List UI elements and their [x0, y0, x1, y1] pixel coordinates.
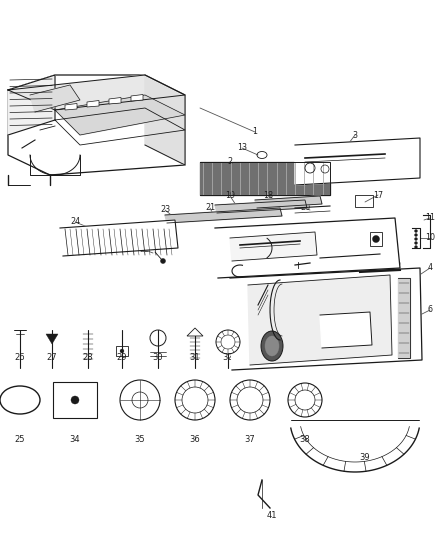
Polygon shape: [215, 200, 307, 213]
Polygon shape: [145, 75, 185, 165]
Text: 16: 16: [227, 266, 237, 276]
Polygon shape: [30, 85, 80, 112]
Circle shape: [372, 236, 379, 243]
Circle shape: [120, 349, 124, 353]
Polygon shape: [55, 95, 185, 135]
Polygon shape: [131, 94, 143, 101]
Polygon shape: [230, 232, 317, 261]
Text: 4: 4: [427, 263, 432, 272]
Circle shape: [414, 230, 417, 232]
Text: 36: 36: [190, 435, 200, 445]
Circle shape: [414, 233, 417, 237]
Text: 13: 13: [237, 143, 247, 152]
Text: 21: 21: [205, 204, 215, 213]
Polygon shape: [295, 138, 420, 185]
Polygon shape: [165, 208, 282, 223]
Text: 1: 1: [252, 127, 258, 136]
Text: 8: 8: [233, 301, 239, 310]
Text: 34: 34: [70, 435, 80, 445]
Text: 22: 22: [225, 244, 235, 253]
Text: 35: 35: [135, 435, 145, 445]
Polygon shape: [248, 275, 392, 365]
Text: 12: 12: [377, 223, 387, 232]
Circle shape: [414, 238, 417, 240]
Text: 17: 17: [373, 190, 383, 199]
Polygon shape: [187, 328, 203, 336]
Text: 14: 14: [387, 251, 397, 260]
Text: 32: 32: [223, 353, 233, 362]
Polygon shape: [255, 196, 322, 208]
Text: 39: 39: [360, 454, 370, 463]
Text: 28: 28: [83, 353, 93, 362]
Text: 10: 10: [425, 233, 435, 243]
Text: 20: 20: [300, 204, 310, 213]
Bar: [370, 232, 382, 246]
Text: 25: 25: [140, 246, 150, 254]
Text: 3: 3: [353, 131, 357, 140]
Polygon shape: [8, 75, 55, 135]
Text: 41: 41: [267, 511, 277, 520]
Text: 38: 38: [300, 435, 311, 445]
Polygon shape: [46, 334, 58, 344]
Circle shape: [414, 246, 417, 248]
Polygon shape: [8, 75, 185, 175]
Polygon shape: [230, 268, 422, 370]
Text: 31: 31: [190, 353, 200, 362]
Polygon shape: [215, 218, 400, 278]
Text: 15: 15: [305, 261, 315, 270]
Text: 29: 29: [117, 353, 127, 362]
Circle shape: [160, 259, 166, 263]
Polygon shape: [8, 75, 185, 110]
Ellipse shape: [265, 336, 279, 356]
Text: 19: 19: [225, 191, 235, 200]
Text: 18: 18: [263, 190, 273, 199]
Text: 9: 9: [318, 290, 322, 300]
Text: 25: 25: [15, 435, 25, 445]
Text: 6: 6: [427, 305, 432, 314]
Polygon shape: [320, 312, 372, 348]
Bar: [355, 195, 373, 207]
Text: 26: 26: [15, 353, 25, 362]
Text: 27: 27: [47, 353, 57, 362]
Text: 30: 30: [153, 353, 163, 362]
Text: 11: 11: [425, 214, 435, 222]
Bar: [116, 346, 128, 356]
Polygon shape: [109, 98, 121, 104]
Text: 23: 23: [160, 206, 170, 214]
Polygon shape: [200, 162, 330, 195]
Polygon shape: [398, 278, 410, 358]
Text: 37: 37: [245, 435, 255, 445]
Polygon shape: [60, 220, 178, 256]
Text: 7: 7: [388, 334, 392, 343]
Polygon shape: [65, 103, 77, 110]
Circle shape: [71, 396, 79, 404]
Circle shape: [414, 241, 417, 245]
Text: 2: 2: [227, 157, 233, 166]
Text: 24: 24: [70, 217, 80, 227]
Text: 5: 5: [396, 260, 401, 269]
Bar: [53, 382, 97, 418]
Polygon shape: [87, 101, 99, 107]
Text: 33: 33: [267, 353, 277, 362]
Ellipse shape: [261, 331, 283, 361]
